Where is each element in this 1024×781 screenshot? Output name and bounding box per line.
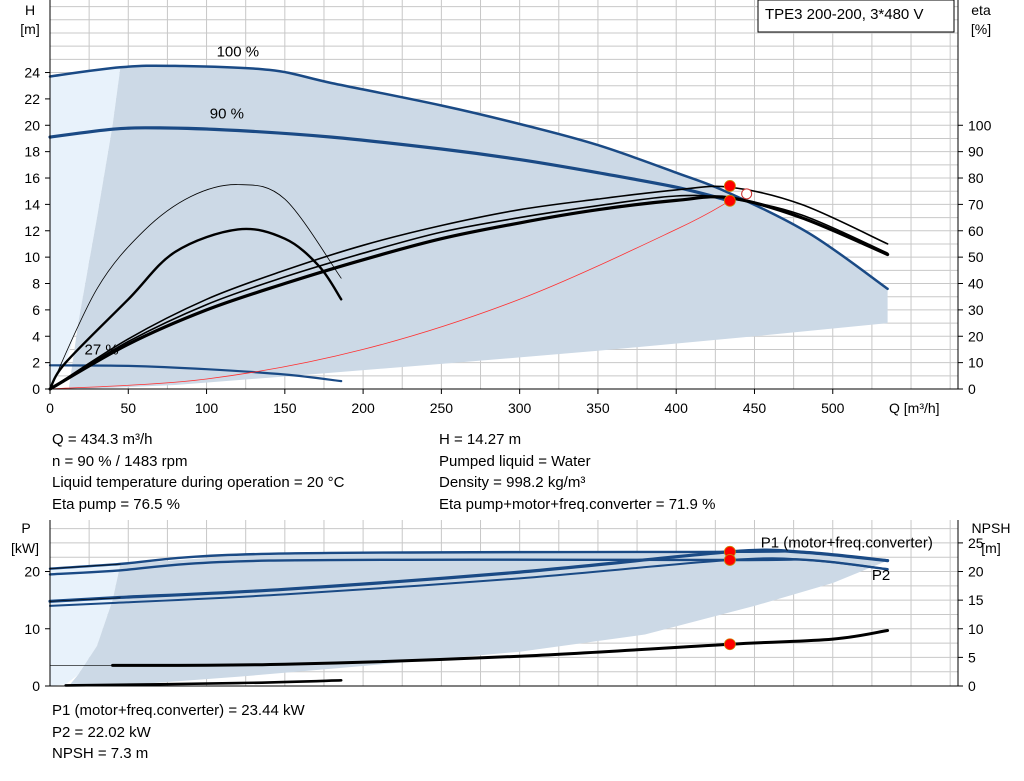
duty-info-right: H = 14.27 m Pumped liquid = Water Densit… <box>439 429 715 515</box>
x-axis-label: Q [m³/h] <box>889 400 940 416</box>
x-tick-label: 400 <box>665 400 689 416</box>
y-axis-right-label: NPSH <box>972 520 1011 536</box>
series-P1-line <box>48 548 890 603</box>
duty-info-left: Q = 434.3 m³/h n = 90 % / 1483 rpm Liqui… <box>52 429 344 515</box>
pumped-liquid-value: Pumped liquid = Water <box>439 452 591 470</box>
series-efficiency-line <box>49 185 889 390</box>
x-tick-label: 0 <box>46 400 54 416</box>
y-tick-label-right: 100 <box>968 117 992 133</box>
y-tick-label-right: 10 <box>968 355 984 371</box>
series-efficiency-line <box>49 184 342 390</box>
duty-point-marker <box>724 638 736 651</box>
y-tick-label-left: 12 <box>24 223 40 239</box>
y-tick-label-left: 8 <box>32 276 40 292</box>
duty-point-marker <box>724 180 736 192</box>
x-tick-label: 50 <box>120 400 136 416</box>
curve-label: 90 % <box>210 106 244 123</box>
y-tick-label-left: 18 <box>24 144 40 160</box>
min-speed-area <box>50 564 121 686</box>
x-tick-label: 150 <box>273 400 297 416</box>
series-NPSH-line <box>111 629 890 667</box>
y-tick-label-right: 0 <box>968 678 976 694</box>
helper-line <box>49 597 121 602</box>
series-NPSH-line <box>64 679 343 687</box>
series-label: P2 <box>872 567 890 584</box>
min-speed-area <box>50 67 121 390</box>
y-tick-label-right: 10 <box>968 621 984 637</box>
y-tick-label-right: 30 <box>968 302 984 318</box>
curve-label: 27 % <box>85 342 119 359</box>
x-tick-label: 250 <box>430 400 454 416</box>
y-tick-label-right: 20 <box>968 564 984 580</box>
x-tick-label: 350 <box>586 400 610 416</box>
npsh-value: NPSH = 7.3 m <box>52 745 149 762</box>
y-tick-label-right: 90 <box>968 144 984 160</box>
series-efficiency-line <box>49 194 889 390</box>
y-tick-label-right: 5 <box>968 649 976 665</box>
y-tick-label-left: 22 <box>24 91 40 107</box>
flow-value: Q = 434.3 m³/h <box>52 431 153 448</box>
y-tick-label-left: 4 <box>32 328 40 344</box>
y-tick-label-right: 50 <box>968 249 984 265</box>
eta-total-value: Eta pump+motor+freq.converter = 71.9 % <box>439 495 716 513</box>
y-tick-label-left: 6 <box>32 302 40 318</box>
head-efficiency-chart: 0 50 100 150 200 250 300 350 400 450 5000246810121… <box>20 0 992 416</box>
series-P2-line <box>49 557 889 607</box>
y-tick-label-right: 25 <box>968 535 984 551</box>
y-tick-label-left: 16 <box>24 170 40 186</box>
x-tick-label: 450 <box>743 400 767 416</box>
x-tick-label: 100 <box>195 400 219 416</box>
series-system-line <box>49 200 731 390</box>
y-axis-left-unit: [kW] <box>11 540 39 556</box>
y-tick-label-left: 10 <box>24 249 40 265</box>
y-axis-right-unit: [%] <box>971 21 991 37</box>
series-head-line <box>48 126 732 203</box>
series-head-line <box>48 364 343 383</box>
y-axis-right-label: eta <box>971 2 991 18</box>
x-tick-label: 300 <box>508 400 532 416</box>
y-axis-left-unit: [m] <box>20 21 39 37</box>
y-tick-label-right: 80 <box>968 170 984 186</box>
y-axis-right-unit: [m] <box>981 540 1000 556</box>
y-tick-label-left: 10 <box>24 621 40 637</box>
duty-point-marker <box>741 188 753 200</box>
y-tick-label-left: 14 <box>24 196 40 212</box>
chart-title: TPE3 200-200, 3*480 V <box>765 6 923 23</box>
y-axis-left-label: P <box>21 520 30 536</box>
duty-point-marker <box>724 194 736 207</box>
y-tick-label-left: 20 <box>24 564 40 580</box>
y-tick-label-right: 20 <box>968 328 984 344</box>
speed-value: n = 90 % / 1483 rpm <box>52 452 188 470</box>
curve-label: 100 % <box>217 44 260 61</box>
x-tick-label: 200 <box>351 400 375 416</box>
operating-area <box>68 65 888 390</box>
series-label: P1 (motor+freq.converter) <box>761 534 933 551</box>
duty-point-marker <box>724 554 736 566</box>
helper-line <box>49 563 121 569</box>
y-tick-label-right: 0 <box>968 381 976 397</box>
y-axis-left-label: H <box>25 2 35 18</box>
y-tick-label-left: 0 <box>32 381 40 397</box>
x-tick-label: 500 <box>821 400 845 416</box>
y-tick-label-left: 20 <box>24 117 40 133</box>
title-box <box>757 0 955 33</box>
duty-info-bottom: P1 (motor+freq.converter) = 23.44 kW P2 … <box>52 700 305 765</box>
y-tick-label-right: 15 <box>968 592 984 608</box>
liquid-temperature-value: Liquid temperature during operation = 20… <box>52 474 345 491</box>
p2-value: P2 = 22.02 kW <box>52 723 151 741</box>
y-tick-label-left: 24 <box>24 65 40 81</box>
density-value: Density = 998.2 kg/m³ <box>439 474 586 491</box>
y-tick-label-right: 60 <box>968 223 984 239</box>
head-value: H = 14.27 m <box>439 431 522 448</box>
y-tick-label-left: 0 <box>32 678 40 694</box>
y-tick-label-right: 40 <box>968 276 984 292</box>
p1-value: P1 (motor+freq.converter) = 23.44 kW <box>52 702 305 719</box>
y-tick-label-left: 2 <box>32 355 40 371</box>
power-npsh-chart: 0 10 20 0 5 10 15 20 25 P [kW] NPSH [m] P1 (motor+fre… <box>11 520 1010 694</box>
operating-area <box>68 551 888 686</box>
series-efficiency-line <box>48 227 343 391</box>
y-tick-label-right: 70 <box>968 196 984 212</box>
eta-pump-value: Eta pump = 76.5 % <box>52 495 180 513</box>
